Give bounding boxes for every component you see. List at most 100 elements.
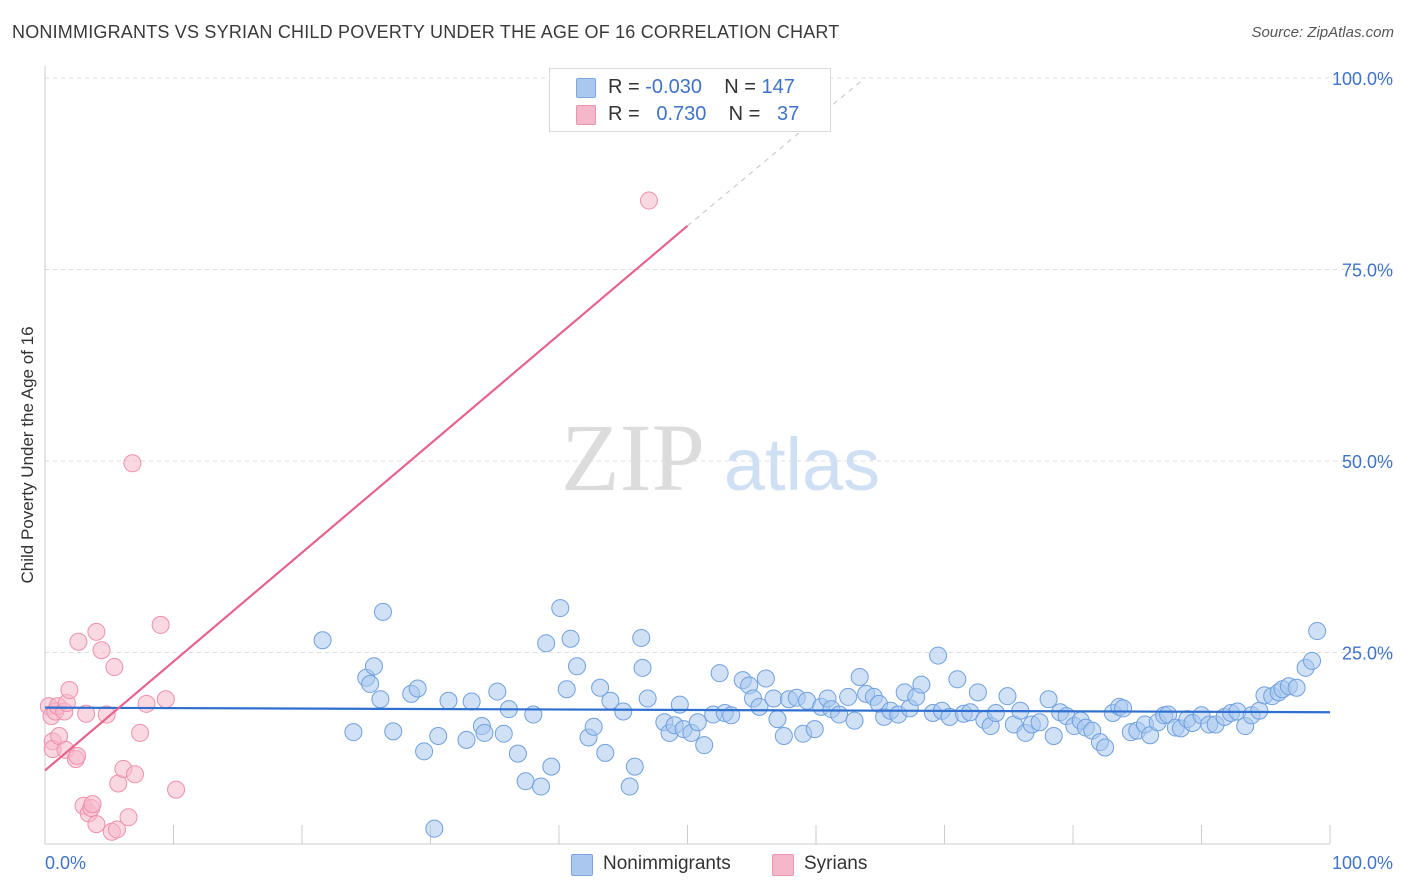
point-syrians xyxy=(69,632,88,651)
stats-legend: R = -0.030 N = 147 R = 0.730 N = 37 xyxy=(549,68,831,132)
point-nonimmigrants xyxy=(850,668,869,687)
point-nonimmigrants xyxy=(408,679,427,698)
point-nonimmigrants xyxy=(557,680,576,699)
point-syrians xyxy=(68,746,87,765)
point-nonimmigrants xyxy=(830,705,849,724)
point-nonimmigrants xyxy=(929,646,948,665)
point-nonimmigrants xyxy=(1044,726,1063,745)
watermark-zip: ZIP xyxy=(561,404,705,511)
point-nonimmigrants xyxy=(1039,690,1058,709)
point-nonimmigrants xyxy=(986,704,1005,723)
point-nonimmigrants xyxy=(373,602,392,621)
y-tick-label: 75.0% xyxy=(1342,261,1393,281)
point-nonimmigrants xyxy=(912,675,931,694)
source-label: Source: ZipAtlas.com xyxy=(1251,24,1394,41)
bottom-legend-swatch-nonimmigrants xyxy=(571,854,593,876)
point-syrians xyxy=(77,704,96,723)
bottom-legend-swatch-syrians xyxy=(772,854,794,876)
legend-text-syrians: R = 0.730 N = 37 xyxy=(608,103,800,125)
point-syrians xyxy=(83,795,102,814)
tick-label-layer: 100.0% 75.0% 50.0% 25.0% 0.0% 100.0% xyxy=(45,69,1393,873)
point-nonimmigrants xyxy=(632,628,651,647)
point-nonimmigrants xyxy=(845,711,864,730)
watermark: ZIP atlas xyxy=(561,404,880,511)
point-nonimmigrants xyxy=(1030,713,1049,732)
point-nonimmigrants xyxy=(688,713,707,732)
point-nonimmigrants xyxy=(457,730,476,749)
x-tick-label: 0.0% xyxy=(45,853,86,873)
point-nonimmigrants xyxy=(625,757,644,776)
point-nonimmigrants xyxy=(948,670,967,689)
point-nonimmigrants xyxy=(1250,701,1269,720)
point-nonimmigrants xyxy=(774,726,793,745)
points-layer xyxy=(39,191,1327,841)
point-nonimmigrants xyxy=(532,777,551,796)
point-syrians xyxy=(107,820,126,839)
y-tick-label: 100.0% xyxy=(1332,69,1393,89)
point-nonimmigrants xyxy=(344,723,363,742)
point-nonimmigrants xyxy=(415,742,434,761)
point-nonimmigrants xyxy=(384,722,403,741)
point-nonimmigrants xyxy=(620,777,639,796)
trend-line-nonimmigrants xyxy=(44,706,1331,714)
chart-title: NONIMMIGRANTS VS SYRIAN CHILD POVERTY UN… xyxy=(12,22,840,42)
point-nonimmigrants xyxy=(439,691,458,710)
bottom-legend-label-syrians: Syrians xyxy=(804,853,868,874)
point-syrians xyxy=(131,723,150,742)
point-nonimmigrants xyxy=(805,720,824,739)
point-nonimmigrants xyxy=(1096,738,1115,757)
trend-line-syrians xyxy=(44,224,689,772)
point-syrians xyxy=(151,615,170,634)
point-nonimmigrants xyxy=(313,631,332,650)
point-nonimmigrants xyxy=(561,629,580,648)
point-nonimmigrants xyxy=(1303,651,1322,670)
watermark-atlas: atlas xyxy=(724,423,880,506)
point-syrians xyxy=(119,808,138,827)
point-nonimmigrants xyxy=(638,689,657,708)
point-nonimmigrants xyxy=(633,658,652,677)
point-nonimmigrants xyxy=(710,664,729,683)
point-nonimmigrants xyxy=(462,692,481,711)
point-nonimmigrants xyxy=(537,634,556,653)
point-nonimmigrants xyxy=(542,757,561,776)
point-nonimmigrants xyxy=(364,657,383,676)
point-nonimmigrants xyxy=(614,702,633,721)
point-nonimmigrants xyxy=(591,678,610,697)
point-syrians xyxy=(167,780,186,799)
point-nonimmigrants xyxy=(494,724,513,743)
x-tick-label: 100.0% xyxy=(1332,853,1393,873)
point-nonimmigrants xyxy=(1114,699,1133,718)
point-nonimmigrants xyxy=(1308,622,1327,641)
point-nonimmigrants xyxy=(551,599,570,618)
legend-swatch-syrians xyxy=(576,105,596,125)
point-nonimmigrants xyxy=(429,726,448,745)
bottom-legend-label-nonimmigrants: Nonimmigrants xyxy=(603,853,731,874)
point-nonimmigrants xyxy=(371,690,390,709)
point-nonimmigrants xyxy=(508,744,527,763)
point-nonimmigrants xyxy=(756,669,775,688)
point-syrians xyxy=(97,705,116,724)
point-nonimmigrants xyxy=(596,743,615,762)
point-nonimmigrants xyxy=(488,682,507,701)
legend-text-nonimmigrants: R = -0.030 N = 147 xyxy=(608,76,795,98)
point-syrians xyxy=(87,622,106,641)
y-tick-label: 25.0% xyxy=(1342,644,1393,664)
point-nonimmigrants xyxy=(968,683,987,702)
point-nonimmigrants xyxy=(1287,678,1306,697)
point-syrians xyxy=(60,681,79,700)
y-axis-label: Child Poverty Under the Age of 16 xyxy=(18,326,37,584)
point-nonimmigrants xyxy=(768,710,787,729)
grid-layer xyxy=(45,77,1393,653)
point-nonimmigrants xyxy=(839,687,858,706)
y-tick-label: 50.0% xyxy=(1342,452,1393,472)
trend-line-syrians-extension xyxy=(687,77,866,227)
point-syrians xyxy=(105,658,124,677)
point-nonimmigrants xyxy=(584,717,603,736)
point-nonimmigrants xyxy=(764,689,783,708)
point-syrians xyxy=(156,690,175,709)
point-syrians xyxy=(87,815,106,834)
trend-layer xyxy=(44,77,1331,772)
point-nonimmigrants xyxy=(516,772,535,791)
point-nonimmigrants xyxy=(475,723,494,742)
point-syrians xyxy=(92,641,111,660)
